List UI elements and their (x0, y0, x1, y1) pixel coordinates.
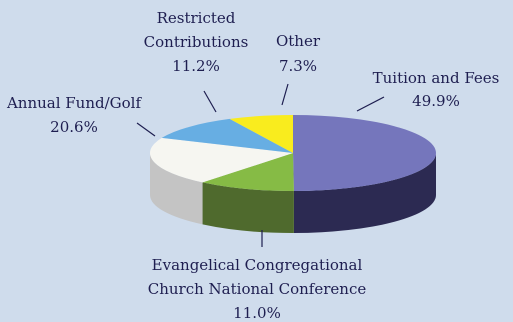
leader-tuition (356, 96, 385, 112)
label-restricted: Restricted Contributions 11.2% (144, 9, 249, 75)
leader-annual (136, 122, 156, 137)
slice-value: 49.9% (412, 92, 460, 110)
label-other: Other 7.3% (276, 32, 321, 75)
pie-sides (150, 153, 436, 233)
slice-value: 7.3% (279, 57, 317, 75)
slice-value: 20.6% (50, 118, 98, 136)
slice-label: Other (276, 32, 321, 50)
slice-label: Annual Fund/Golf (6, 94, 143, 112)
pie-side-tuition (293, 153, 436, 233)
pie-slice-tuition[interactable] (293, 115, 436, 191)
slice-value: 11.2% (172, 57, 220, 75)
slice-label: Tuition and Fees (373, 69, 500, 87)
leader-restricted (203, 90, 217, 113)
pie-slice-restricted[interactable] (161, 118, 293, 153)
label-ecc: Evangelical Congregational Church Nation… (148, 256, 367, 322)
slice-label: Contributions (144, 33, 249, 51)
slice-value: 11.0% (233, 304, 281, 322)
pie-side-annual-fund (150, 153, 203, 225)
pie-slice-other[interactable] (229, 115, 293, 153)
pie-slice-ecc[interactable] (202, 153, 294, 191)
label-tuition: Tuition and Fees 49.9% (373, 69, 500, 110)
label-annual-fund: Annual Fund/Golf 20.6% (6, 94, 143, 136)
slice-label: Church National Conference (148, 280, 367, 298)
leader-other (281, 83, 289, 106)
slice-label: Evangelical Congregational (152, 256, 363, 274)
slice-label: Restricted (157, 9, 236, 27)
pie-tops (150, 115, 436, 191)
pie-slice-annual-fund[interactable] (150, 137, 293, 183)
pie-side-ecc (202, 182, 294, 233)
